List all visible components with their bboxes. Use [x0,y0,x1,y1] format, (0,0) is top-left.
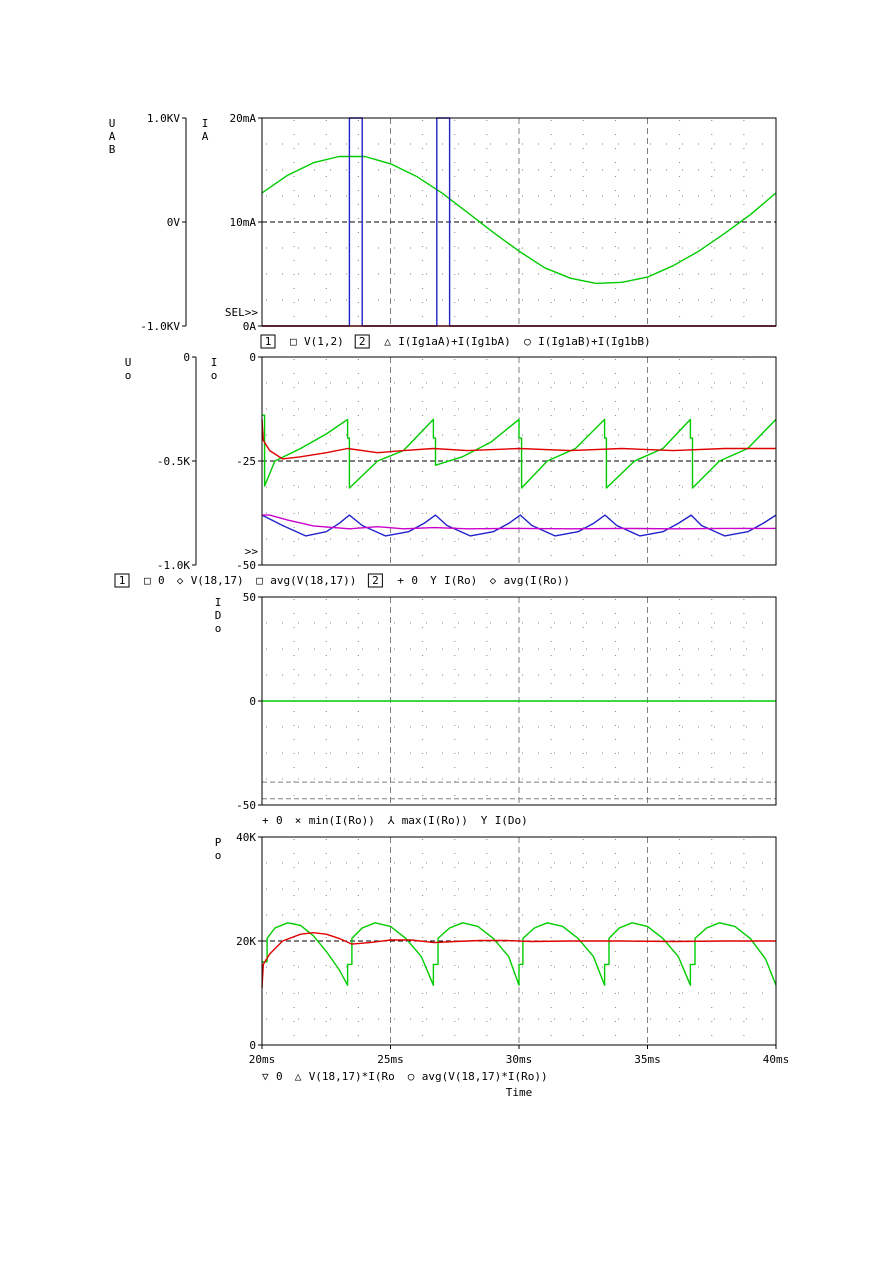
legend-marker-icon: ○ [524,335,531,348]
legend-plot-number: 1 [265,335,272,348]
legend-plot-box [114,573,130,588]
series-v-18-17-i-ro--line [262,922,777,986]
x-tick-label: 30ms [506,1053,533,1066]
right-tick-label: 20K [236,935,256,948]
legend-entry: avg(I(Ro)) [504,574,570,587]
right-axis-label-char: P [215,836,222,849]
legend-entry: 0 [276,814,283,827]
legend-entry: I(Ig1aB)+I(Ig1bB) [538,335,651,348]
right-axis-label-char: I [211,356,218,369]
left-axis-label-char: o [125,369,132,382]
right-axis-label-char: I [202,117,209,130]
series-avg-i-ro--line [262,514,776,530]
right-axis-label-char: o [215,622,222,635]
right-tick-label: 40K [236,831,256,844]
legend-plot-number: 2 [372,574,379,587]
legend-plot-number: 2 [359,335,366,348]
left-tick-label: -1.0KV [140,320,180,333]
left-tick-label: -0.5K [157,455,190,468]
legend-marker-icon: □ [290,335,297,348]
right-tick-label: -50 [236,559,256,572]
legend-marker-icon: ⅄ [387,814,395,827]
frame-layer [182,117,777,1049]
right-tick-label: 50 [243,591,256,604]
legend-plot-box [367,573,383,588]
x-tick-label: 20ms [249,1053,276,1066]
sel-marker: >> [245,545,259,558]
legend-entry: avg(V(18,17)*I(Ro)) [422,1070,548,1083]
legend-entry: max(I(Ro)) [402,814,468,827]
right-tick-label: -25 [236,455,256,468]
legend-marker-icon: ◇ [177,574,184,587]
legend-entry: 0 [411,574,418,587]
left-axis-label-char: A [109,130,116,143]
left-tick-label: 0 [183,351,190,364]
series-avg-v-18-17--line [261,419,776,460]
legend-marker-icon: ▽ [262,1070,269,1083]
legend-entry: V(18,17)*I(Ro [309,1070,395,1083]
right-axis-label-char: o [211,369,218,382]
left-tick-label: 0V [167,216,181,229]
legend-plot-number: 1 [119,574,126,587]
left-tick-label: 1.0KV [147,112,180,125]
legend-marker-icon: △ [295,1070,302,1083]
legend-marker-icon: Y [481,814,488,827]
series-v-1-2--line [261,155,777,285]
sel-marker: SEL>> [225,306,258,319]
left-axis-label-char: U [109,117,116,130]
right-axis-label-char: D [215,609,222,622]
legend-marker-icon: + [397,574,404,587]
legend-marker-icon: △ [384,335,391,348]
right-tick-label: -50 [236,799,256,812]
x-tick-label: 35ms [634,1053,661,1066]
left-tick-label: -1.0K [157,559,190,572]
series-i-ro--line [261,514,777,537]
right-axis-label-char: I [215,596,222,609]
legend-entry: V(1,2) [304,335,344,348]
legend-marker-icon: □ [256,574,263,587]
right-tick-label: 0 [249,695,256,708]
x-tick-label: 25ms [377,1053,404,1066]
left-axis-label-char: U [125,356,132,369]
series-avg-v-18-17-i-ro--line [261,932,776,988]
series-v-18-17--line [262,414,777,489]
right-tick-label: 10mA [230,216,257,229]
legend-entry: I(Ro) [444,574,477,587]
legend-entry: avg(V(18,17)) [270,574,356,587]
legend-marker-icon: Y [430,574,437,587]
legend-entry: I(Do) [495,814,528,827]
legend-marker-icon: □ [144,574,151,587]
right-tick-label: 0 [249,351,256,364]
legend-entry: 0 [158,574,165,587]
legend-entry: V(18,17) [191,574,244,587]
legend-marker-icon: + [262,814,269,827]
right-axis-label-char: A [202,130,209,143]
legend-plot-box [354,334,370,349]
x-tick-label: 40ms [763,1053,790,1066]
legend-entry: 0 [276,1070,283,1083]
right-axis-label-char: o [215,849,222,862]
legend-entry: min(I(Ro)) [309,814,375,827]
legend-marker-icon: ◇ [490,574,497,587]
x-axis-title: Time [506,1086,533,1099]
legend-plot-box [260,334,276,349]
legend-entry: I(Ig1aA)+I(Ig1bA) [398,335,511,348]
right-tick-label: 0A [243,320,257,333]
legend-marker-icon: × [295,814,302,827]
left-axis-label-char: B [109,143,116,156]
right-tick-label: 0 [249,1039,256,1052]
legend-marker-icon: ○ [408,1070,415,1083]
right-tick-label: 20mA [230,112,257,125]
